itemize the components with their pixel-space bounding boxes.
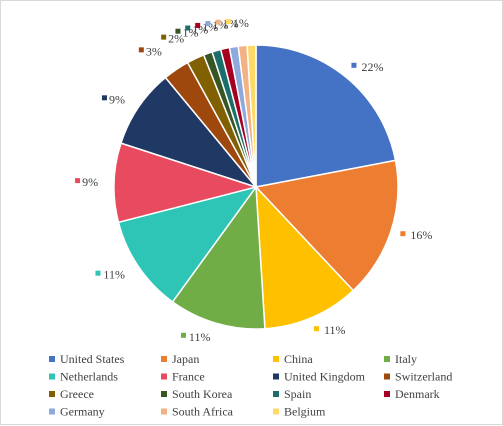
legend-item-south-korea: South Korea (161, 387, 233, 401)
legend-item-belgium: Belgium (273, 405, 326, 419)
legend-swatch (49, 373, 55, 380)
data-label-netherlands: 11% (95, 268, 125, 282)
legend-label: United Kingdom (284, 370, 366, 384)
legend-item-china: China (273, 352, 313, 366)
legend-label: Spain (284, 387, 311, 401)
data-label-marker (101, 95, 107, 101)
data-label-text: 22% (361, 60, 383, 74)
legend-item-greece: Greece (49, 387, 94, 401)
data-label-text: 11% (189, 330, 211, 344)
data-label-france: 9% (75, 175, 98, 189)
data-label-marker (175, 28, 181, 34)
data-label-text: 9% (109, 92, 125, 106)
data-label-text: 3% (146, 44, 162, 58)
data-label-marker (161, 34, 167, 40)
legend: United States Japan China Italy Netherlands F… (49, 352, 452, 419)
data-label-united-states: 22% (351, 60, 383, 74)
data-label-text: 16% (410, 228, 432, 242)
pie-slice-japan (254, 159, 399, 292)
data-label-greece: 2% (161, 32, 184, 46)
data-labels: 22%16%11%11%11%9%9%3%2%1%1%1%1%1%1% (75, 16, 432, 344)
legend-swatch (49, 408, 55, 415)
legend-swatch (161, 391, 167, 397)
data-label-marker (225, 19, 231, 25)
data-label-text: 1% (233, 16, 249, 30)
data-label-marker (75, 178, 81, 184)
data-label-marker (195, 22, 201, 28)
data-label-marker (180, 332, 186, 338)
legend-label: Denmark (395, 387, 440, 401)
data-label-marker (95, 270, 101, 276)
pie-slice-china (255, 184, 355, 330)
data-label-united-kingdom: 9% (101, 92, 125, 106)
legend-label: Belgium (284, 405, 326, 419)
legend-swatch (384, 373, 390, 380)
data-label-text: 9% (82, 175, 98, 189)
legend-swatch (49, 391, 55, 397)
legend-label: France (172, 370, 205, 384)
legend-label: United States (60, 352, 125, 366)
legend-label: South Africa (172, 405, 234, 419)
data-label-marker (215, 19, 221, 25)
legend-swatch (273, 373, 279, 380)
legend-swatch (273, 408, 279, 415)
legend-swatch (161, 408, 167, 415)
data-label-marker (185, 25, 191, 31)
legend-item-germany: Germany (49, 405, 105, 419)
data-label-marker (400, 231, 406, 237)
legend-item-spain: Spain (273, 387, 311, 401)
data-label-marker (205, 21, 211, 27)
legend-item-denmark: Denmark (384, 387, 440, 401)
pie-slice-belgium (246, 44, 257, 188)
data-label-text: 11% (324, 323, 346, 337)
pie-slice-united-states (255, 44, 397, 188)
legend-swatch (161, 356, 167, 362)
legend-swatch (384, 356, 390, 362)
pie-slice-italy (171, 184, 266, 330)
legend-label: Germany (60, 405, 105, 419)
pie-slice-netherlands (117, 185, 258, 303)
data-label-marker (313, 326, 319, 332)
data-label-switzerland: 3% (138, 44, 162, 58)
legend-swatch (273, 391, 279, 397)
legend-label: China (284, 352, 313, 366)
pie-slice-france (113, 142, 259, 224)
legend-item-united-states: United States (49, 352, 125, 366)
data-label-belgium: 1% (225, 16, 249, 30)
legend-swatch (384, 391, 390, 397)
legend-label: South Korea (172, 387, 233, 401)
legend-item-netherlands: Netherlands (49, 370, 118, 384)
legend-label: Netherlands (60, 370, 118, 384)
legend-swatch (273, 356, 279, 362)
legend-item-south-africa: South Africa (161, 405, 234, 419)
pie-slices (113, 44, 399, 330)
data-label-italy: 11% (180, 330, 211, 344)
legend-swatch (49, 356, 55, 362)
data-label-text: 2% (168, 32, 184, 46)
legend-item-france: France (161, 370, 205, 384)
legend-swatch (161, 373, 167, 380)
data-label-marker (351, 62, 357, 68)
legend-label: Italy (395, 352, 417, 366)
legend-label: Japan (172, 352, 199, 366)
legend-label: Greece (60, 387, 94, 401)
legend-item-japan: Japan (161, 352, 199, 366)
data-label-text: 11% (103, 268, 125, 282)
legend-item-united-kingdom: United Kingdom (273, 370, 366, 384)
legend-item-italy: Italy (384, 352, 417, 366)
legend-item-switzerland: Switzerland (384, 370, 452, 384)
data-label-japan: 16% (400, 228, 432, 242)
pie-slice-united-kingdom (120, 76, 259, 189)
legend-label: Switzerland (395, 370, 452, 384)
data-label-marker (138, 47, 144, 53)
data-label-china: 11% (313, 323, 346, 337)
